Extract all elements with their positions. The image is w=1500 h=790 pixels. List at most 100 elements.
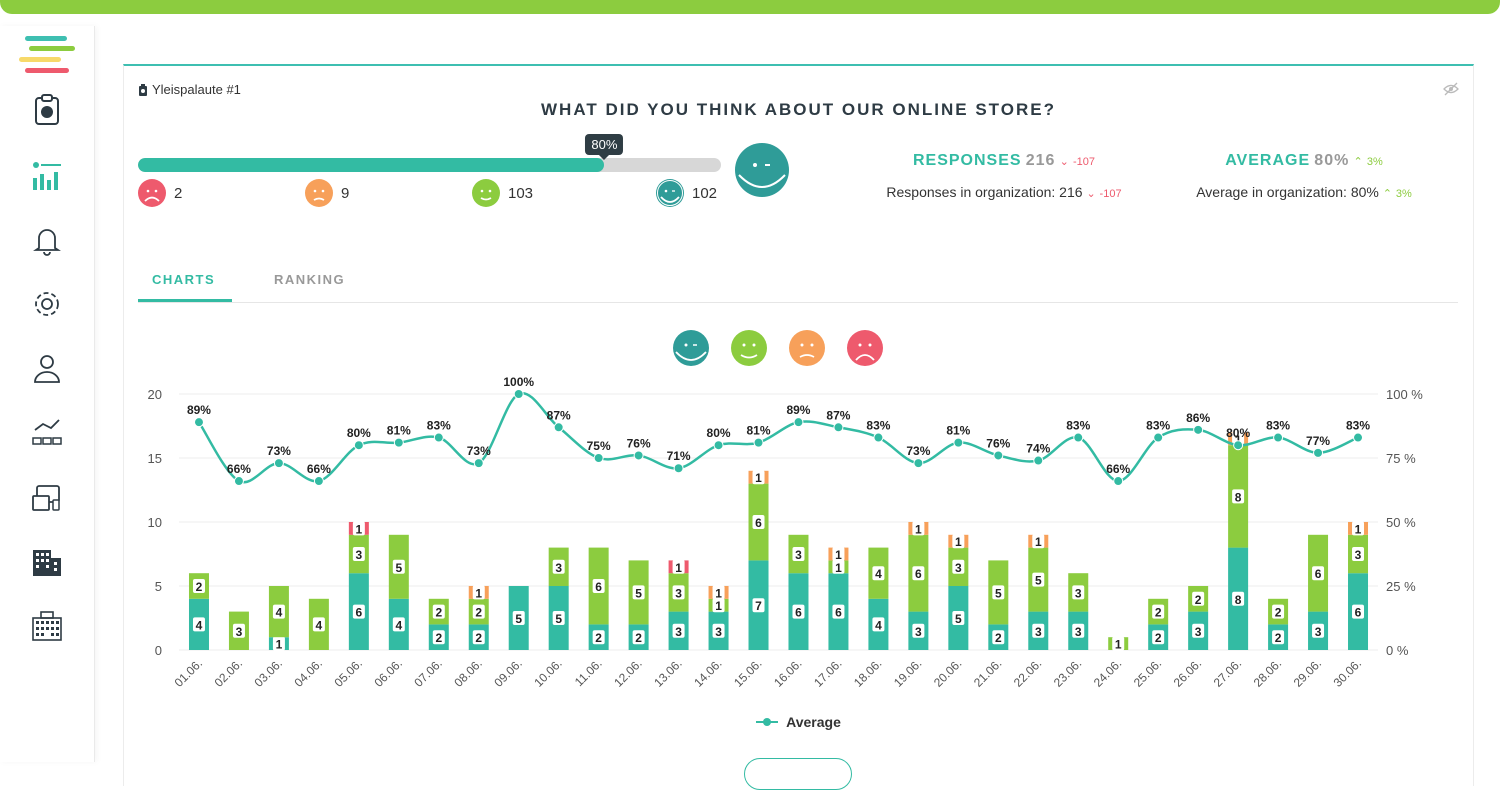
sidebar (0, 26, 95, 762)
bar-data-label: 3 (1315, 625, 1322, 639)
bar-data-label: 1 (1355, 522, 1362, 536)
bar-data-label: 1 (915, 522, 922, 536)
user-icon[interactable] (29, 350, 65, 386)
bar-data-label: 4 (395, 618, 402, 632)
bar-label-bg (1152, 630, 1165, 645)
bar-data-label: 5 (1035, 574, 1042, 588)
bar-label-bg (952, 534, 965, 549)
average-point (1273, 432, 1284, 443)
bar-label-bg (712, 585, 725, 600)
office-building-icon[interactable] (29, 608, 65, 644)
x-tick-label: 28.06. (1251, 656, 1284, 689)
y2-tick-label: 75 % (1386, 451, 1416, 466)
bar-label-bg (192, 617, 205, 632)
bar-data-label: 2 (1155, 631, 1162, 645)
bar-label-bg (792, 604, 805, 619)
analytics-icon[interactable] (29, 158, 65, 194)
bar-data-label: 6 (915, 567, 922, 581)
building-icon[interactable] (29, 544, 65, 580)
bar-label-bg (392, 617, 405, 632)
average-point (473, 458, 484, 469)
average-mood-face-icon (735, 143, 789, 197)
average-point (553, 422, 564, 433)
bar-data-label: 2 (1195, 593, 1202, 607)
bar-data-label: 5 (995, 586, 1002, 600)
mood-filters (673, 330, 883, 366)
x-tick-label: 17.06. (811, 656, 844, 689)
average-data-label: 80% (347, 426, 371, 440)
tab-ranking[interactable]: RANKING (274, 272, 346, 287)
average-point (1193, 424, 1204, 435)
unhappy-value: 9 (341, 184, 350, 202)
bar-label-bg (1152, 604, 1165, 619)
average-data-label: 77% (1306, 434, 1330, 448)
y-tick-label: 10 (148, 515, 162, 530)
bar-data-label: 1 (1235, 433, 1242, 447)
bar-label-bg (952, 611, 965, 625)
chevron-up-icon: ⌃ (1353, 156, 1363, 168)
bar-label-bg (432, 604, 445, 619)
average-point (873, 432, 884, 443)
average-data-label: 83% (1346, 419, 1370, 433)
bar-label-bg (272, 604, 285, 619)
average-point (433, 432, 444, 443)
happy-filter-icon[interactable] (731, 330, 767, 366)
very-happy-filter-icon[interactable] (673, 330, 709, 366)
happy-face-icon (472, 179, 500, 207)
survey-icon[interactable] (29, 92, 65, 128)
y-tick-label: 15 (148, 451, 162, 466)
bar-data-label: 3 (1035, 625, 1042, 639)
bar-label-bg (192, 579, 205, 593)
x-tick-label: 04.06. (292, 656, 325, 689)
bar-data-label: 4 (276, 606, 283, 620)
bar-label-bg (272, 636, 285, 651)
responses-title: RESPONSES (912, 152, 1022, 169)
face-counts: 2 9 103 102 (138, 179, 738, 211)
bar-data-label: 2 (435, 606, 442, 620)
hide-eye-icon[interactable] (1443, 82, 1459, 96)
bar-label-bg (472, 585, 485, 600)
x-tick-label: 18.06. (851, 656, 884, 689)
y2-tick-label: 50 % (1386, 515, 1416, 530)
tab-charts[interactable]: CHARTS (152, 272, 216, 287)
show-more-button[interactable] (744, 758, 852, 790)
average-data-label: 89% (187, 403, 211, 417)
average-point (1073, 432, 1084, 443)
bell-icon[interactable] (29, 222, 65, 258)
unhappy-filter-icon[interactable] (789, 330, 825, 366)
workflow-icon[interactable] (29, 416, 65, 452)
bar-label-bg (872, 566, 885, 581)
bar-data-label: 5 (515, 612, 522, 626)
average-data-label: 75% (587, 439, 611, 453)
very-happy-face-icon (656, 179, 684, 207)
bar-label-bg (1272, 604, 1285, 619)
average-data-label: 89% (786, 403, 810, 417)
x-tick-label: 10.06. (531, 656, 564, 689)
x-tick-label: 20.06. (931, 656, 964, 689)
bar-label-bg (872, 617, 885, 632)
devices-icon[interactable] (29, 480, 65, 516)
bar-label-bg (1112, 636, 1125, 651)
average-point (633, 450, 644, 461)
bar-data-label: 3 (675, 625, 682, 639)
chart-legend[interactable]: Average (124, 714, 1473, 730)
bar-data-label: 5 (955, 612, 962, 626)
bar-label-bg (632, 630, 645, 645)
logo[interactable] (17, 34, 77, 80)
average-point (1313, 447, 1324, 458)
bar-data-label: 8 (1235, 490, 1242, 504)
bar-data-label: 1 (835, 561, 842, 575)
x-tick-label: 16.06. (771, 656, 804, 689)
average-point (1153, 432, 1164, 443)
very-unhappy-filter-icon[interactable] (847, 330, 883, 366)
average-point (713, 440, 724, 451)
gear-icon[interactable] (29, 286, 65, 322)
chevron-down-icon: ⌄ (1086, 188, 1096, 200)
bar-data-label: 1 (955, 535, 962, 549)
bar-label-bg (1032, 572, 1045, 587)
unhappy-count: 9 (305, 179, 349, 207)
clipboard-icon (139, 83, 147, 96)
bar-data-label: 2 (475, 606, 482, 620)
bar-label-bg (752, 598, 765, 613)
